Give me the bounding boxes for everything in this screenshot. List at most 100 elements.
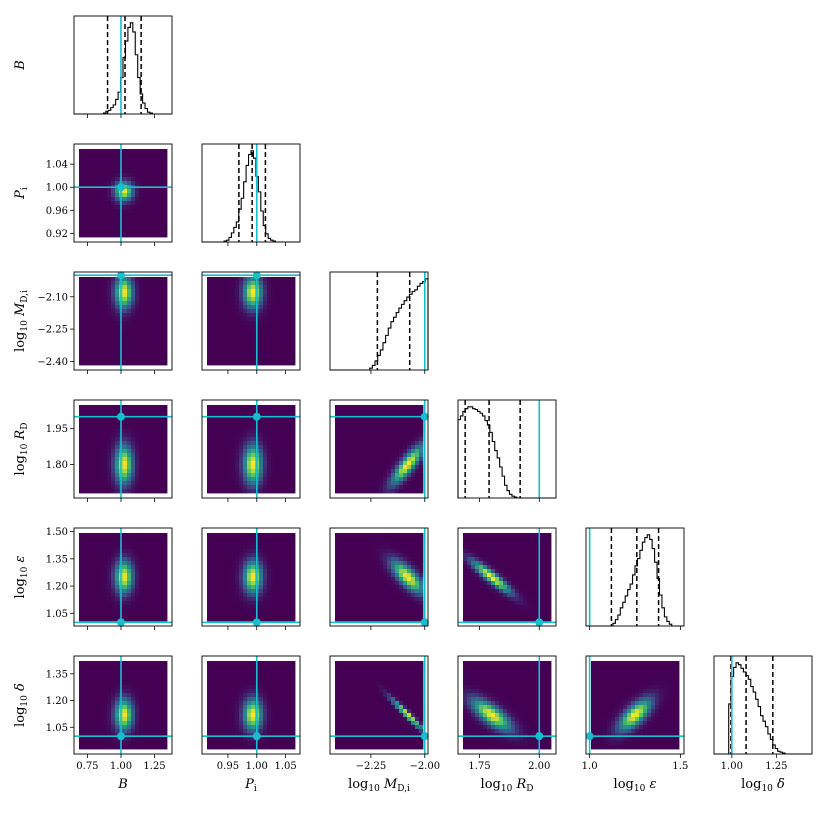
density-cell — [143, 441, 148, 446]
density-cell — [123, 569, 128, 574]
density-cell — [207, 537, 212, 542]
density-cell — [351, 421, 356, 426]
density-cell — [239, 297, 244, 302]
density-cell — [231, 533, 236, 538]
density-cell — [127, 557, 132, 562]
density-cell — [247, 325, 252, 330]
density-cell — [151, 441, 156, 446]
panel-frame — [585, 527, 685, 627]
density-cell — [107, 161, 112, 166]
density-cell — [83, 581, 88, 586]
density-cell — [235, 585, 240, 590]
density-cell — [371, 409, 376, 414]
density-cell — [387, 473, 392, 478]
density-cell — [339, 481, 344, 486]
density-cell — [91, 577, 96, 582]
density-cell — [359, 425, 364, 430]
density-cell — [363, 577, 368, 582]
density-cell — [115, 329, 120, 334]
density-cell — [243, 285, 248, 290]
density-cell — [219, 457, 224, 462]
density-cell — [103, 169, 108, 174]
density-cell — [543, 533, 548, 538]
density-cell — [379, 473, 384, 478]
density-cell — [415, 549, 420, 554]
density-cell — [227, 545, 232, 550]
density-cell — [95, 421, 100, 426]
density-cell — [343, 465, 348, 470]
density-cell — [159, 281, 164, 286]
density-cell — [143, 201, 148, 206]
density-cell — [147, 213, 152, 218]
density-cell — [267, 317, 272, 322]
density-cell — [111, 329, 116, 334]
density-cell — [99, 281, 104, 286]
density-cell — [275, 461, 280, 466]
density-cell — [83, 209, 88, 214]
density-cell — [235, 361, 240, 366]
density-cell — [267, 473, 272, 478]
density-cell — [503, 593, 508, 598]
density-cell — [247, 309, 252, 314]
density-cell — [507, 589, 512, 594]
density-cell — [519, 561, 524, 566]
density-cell — [123, 173, 128, 178]
density-cell — [79, 677, 84, 682]
density-cell — [251, 565, 256, 570]
density-cell — [227, 481, 232, 486]
density-cell — [367, 449, 372, 454]
density-cell — [207, 297, 212, 302]
density-cell — [151, 453, 156, 458]
density-cell — [143, 285, 148, 290]
density-cell — [151, 613, 156, 618]
density-cell — [95, 589, 100, 594]
density-cell — [395, 601, 400, 606]
density-cell — [499, 577, 504, 582]
density-cell — [387, 585, 392, 590]
density-cell — [231, 429, 236, 434]
density-cell — [395, 441, 400, 446]
density-cell — [275, 565, 280, 570]
density-cell — [279, 349, 284, 354]
density-cell — [211, 305, 216, 310]
density-cell — [131, 613, 136, 618]
density-cell — [227, 453, 232, 458]
density-cell — [347, 589, 352, 594]
density-cell — [83, 353, 88, 358]
density-cell — [407, 533, 412, 538]
density-cell — [367, 421, 372, 426]
density-cell — [527, 589, 532, 594]
density-cell — [259, 585, 264, 590]
density-cell — [147, 177, 152, 182]
density-cell — [227, 573, 232, 578]
density-cell — [471, 617, 476, 622]
density-cell — [115, 201, 120, 206]
density-cell — [91, 421, 96, 426]
density-cell — [515, 609, 520, 614]
density-cell — [271, 549, 276, 554]
density-cell — [351, 569, 356, 574]
density-cell — [215, 409, 220, 414]
density-cell — [123, 341, 128, 346]
density-cell — [111, 461, 116, 466]
density-cell — [127, 461, 132, 466]
density-cell — [135, 577, 140, 582]
density-cell — [275, 433, 280, 438]
density-cell — [479, 597, 484, 602]
density-cell — [135, 565, 140, 570]
density-cell — [103, 417, 108, 422]
density-cell — [335, 437, 340, 442]
density-cell — [503, 549, 508, 554]
density-cell — [387, 405, 392, 410]
density-cell — [223, 409, 228, 414]
density-cell — [91, 469, 96, 474]
density-cell — [283, 453, 288, 458]
density-cell — [107, 417, 112, 422]
density-cell — [147, 229, 152, 234]
density-cell — [147, 161, 152, 166]
density-cell — [87, 217, 92, 222]
density-cell — [543, 537, 548, 542]
density-cell — [399, 613, 404, 618]
density-cell — [111, 345, 116, 350]
density-cell — [159, 357, 164, 362]
